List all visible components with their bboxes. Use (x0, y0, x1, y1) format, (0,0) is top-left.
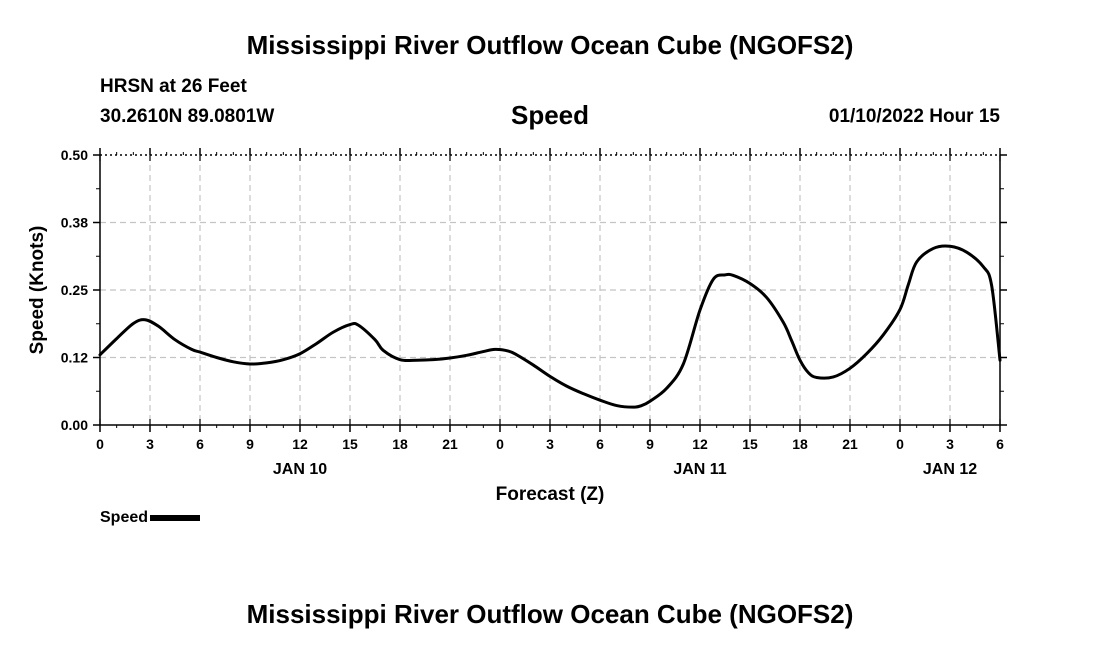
y-tick-label: 0.25 (61, 282, 88, 298)
x-tick-label: 15 (742, 436, 758, 452)
y-tick-label: 0.38 (61, 215, 88, 231)
x-tick-label: 0 (96, 436, 104, 452)
y-tick-label: 0.50 (61, 147, 88, 163)
legend-line-swatch (150, 515, 201, 521)
x-tick-label: 12 (292, 436, 308, 452)
series-layer (98, 244, 1002, 409)
page-title: Mississippi River Outflow Ocean Cube (NG… (246, 30, 854, 60)
x-tick-label: 12 (692, 436, 708, 452)
x-tick-label: 6 (196, 436, 204, 452)
y-tick-label: 0.00 (61, 417, 88, 433)
x-tick-label: 18 (792, 436, 808, 452)
x-tick-label: 3 (146, 436, 154, 452)
legend: Speed (100, 509, 201, 527)
legend-label: Speed (100, 509, 149, 526)
x-tick-label: 15 (342, 436, 358, 452)
x-tick-label: 6 (996, 436, 1004, 452)
x-tick-label: 0 (496, 436, 504, 452)
series-line-speed (98, 244, 1002, 409)
y-axis-title: Speed (Knots) (27, 226, 48, 355)
coordinates-label: 30.2610N 89.0801W (100, 106, 275, 127)
date-label: JAN 10 (273, 461, 327, 478)
x-tick-label: 18 (392, 436, 408, 452)
label-layer: 0 3 6 9 12 15 18 21 0 3 6 9 12 15 18 21 0 3 6 0.00 0.12 0.25 0… (27, 147, 1004, 505)
x-tick-label: 9 (646, 436, 654, 452)
axis-layer (93, 148, 1007, 432)
x-tick-label: 0 (896, 436, 904, 452)
x-tick-label: 21 (842, 436, 858, 452)
footer-title: Mississippi River Outflow Ocean Cube (NG… (246, 599, 854, 629)
x-tick-label: 21 (442, 436, 458, 452)
x-tick-label: 9 (246, 436, 254, 452)
grid-layer (100, 154, 1000, 425)
x-tick-label: 3 (946, 436, 954, 452)
x-tick-label: 6 (596, 436, 604, 452)
x-tick-label: 3 (546, 436, 554, 452)
x-axis-title: Forecast (Z) (496, 484, 605, 505)
datetime-label: 01/10/2022 Hour 15 (828, 106, 1000, 127)
chart-title: Speed (510, 100, 590, 130)
date-label: JAN 11 (673, 461, 726, 478)
station-label: HRSN at 26 Feet (100, 76, 247, 97)
y-tick-label: 0.12 (61, 350, 88, 366)
date-label: JAN 12 (923, 461, 977, 478)
